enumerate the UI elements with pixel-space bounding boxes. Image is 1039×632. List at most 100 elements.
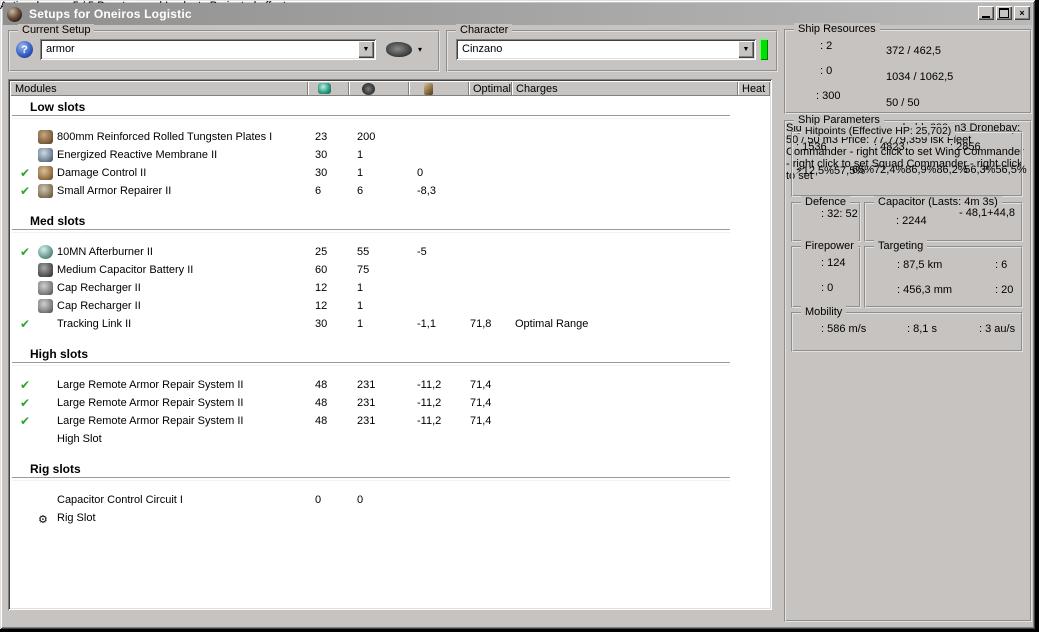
em-resist-icon: ⚡ — [795, 165, 803, 177]
targeting-range-icon — [871, 254, 891, 274]
fleet-commander-slot[interactable]: Fleet Commander - right click to set — [786, 134, 972, 158]
setup-value: armor — [46, 43, 75, 55]
powergrid-value: 1 — [357, 318, 364, 330]
structure-hp-value: : 2856 — [950, 141, 981, 153]
remote-repair-icon — [38, 396, 53, 410]
chevron-down-icon: ▼ — [742, 46, 750, 53]
warp-speed-value: : 3 au/s — [979, 323, 1016, 335]
powergrid-value: 0 — [357, 494, 364, 506]
price-info: Price: 77,779,359 isk — [841, 134, 944, 146]
kinetic-armor-resist: 86,2% — [936, 164, 968, 176]
cpu-value: 60 — [315, 264, 328, 276]
active-check-icon: ✔ — [20, 184, 31, 198]
table-row[interactable]: ⚙ Rig Slot — [10, 509, 755, 527]
defence-group: Defence : 32: 52 — [791, 196, 861, 242]
capacitor-recharge-value: +44,8 — [987, 207, 1015, 219]
charges-header[interactable]: Charges — [516, 83, 558, 95]
firepower-label: Firepower — [801, 240, 858, 252]
active-check-icon — [20, 297, 36, 315]
optimal-value: 71,4 — [470, 397, 492, 409]
powergrid-value: 1 — [357, 300, 364, 312]
table-row[interactable]: ✔ Small Armor Repairer II 6 6 -8,3 — [10, 182, 755, 200]
explosive-armor-resist: 56,5% — [995, 164, 1027, 176]
powergrid-value: 200 — [357, 131, 376, 143]
capacitor-icon — [871, 211, 891, 229]
cpu-value: 0 — [315, 494, 322, 506]
capacitor-column-icon[interactable] — [424, 83, 433, 95]
powergrid-value: 231 — [357, 415, 376, 427]
dronebay-usage-value: 50 / 50 — [886, 97, 920, 109]
powergrid-value: 1 — [357, 149, 364, 161]
maximize-button[interactable] — [996, 6, 1012, 20]
table-body: Low slots 800mm Reinforced Rolled Tungst… — [10, 96, 755, 593]
table-row[interactable]: ✔ 10MN Afterburner II 25 55 -5 — [10, 243, 755, 261]
table-row[interactable]: Cap Recharger II 12 1 — [10, 279, 755, 297]
module-name: Tracking Link II — [57, 318, 132, 330]
cap-recharger-icon — [38, 299, 53, 313]
ship-browser-icon[interactable] — [386, 42, 412, 57]
character-combobox[interactable]: Cinzano ▼ — [456, 39, 756, 60]
table-row[interactable]: ✔ Damage Control II 30 1 0 — [10, 164, 755, 182]
module-name: 800mm Reinforced Rolled Tungsten Plates … — [57, 131, 273, 143]
table-row[interactable]: Cap Recharger II 12 1 — [10, 297, 755, 315]
capacitor-label: Capacitor (Lasts: 4m 3s) — [874, 196, 1002, 208]
table-row[interactable]: ✔ Tracking Link II 30 1 -1,1 71,8 Optimal Rang… — [10, 315, 755, 333]
table-row[interactable]: 800mm Reinforced Rolled Tungsten Plates … — [10, 128, 755, 146]
title-bar[interactable]: Setups for Oneiros Logistic × — [3, 3, 1032, 25]
remote-repair-icon — [38, 378, 53, 392]
align-time-icon — [885, 319, 903, 337]
empty-high-slot-icon — [38, 432, 53, 446]
firepower-group: Firepower : 124 : 0 — [791, 240, 861, 308]
ship-resources-label: Ship Resources — [794, 23, 880, 35]
defence-bottom-value: : 52 — [839, 208, 858, 220]
help-icon[interactable]: ? — [16, 41, 33, 58]
character-label: Character — [456, 24, 513, 36]
close-button[interactable]: × — [1014, 6, 1030, 20]
powergrid-value: 1 — [357, 167, 364, 179]
table-row[interactable]: Medium Capacitor Battery II 60 75 — [10, 261, 755, 279]
optimal-value: 71,8 — [470, 318, 492, 330]
cap-use-value: -11,2 — [417, 397, 442, 409]
ship-browser-caret-icon[interactable]: ▾ — [418, 45, 423, 54]
launcher-hardpoints-value: : 0 — [820, 65, 833, 77]
powergrid-column-icon[interactable] — [362, 83, 375, 95]
character-group: Character Cinzano ▼ — [446, 24, 778, 72]
kinetic-shield-resist: 86,9% — [905, 164, 937, 176]
armor-repairer-icon — [38, 184, 53, 198]
modules-header[interactable]: Modules — [15, 83, 57, 95]
active-check-icon — [20, 261, 36, 279]
character-dropdown-button[interactable]: ▼ — [738, 41, 754, 58]
speed-value: : 586 m/s — [821, 323, 867, 335]
table-row[interactable]: Energized Reactive Membrane II 30 1 — [10, 146, 755, 164]
cpu-column-icon[interactable] — [318, 83, 331, 94]
table-row[interactable]: ✔ Large Remote Armor Repair System II 48 23… — [10, 394, 755, 412]
cap-use-value: -8,3 — [417, 185, 436, 197]
wing-commander-slot[interactable]: Wing Commander - right click to set — [786, 146, 1024, 170]
cpu-value: 30 — [315, 149, 328, 161]
table-header[interactable]: Modules Optimal Charges Heat — [10, 81, 770, 96]
module-name: Capacitor Control Circuit I — [57, 494, 183, 506]
setup-combobox[interactable]: armor ▼ — [40, 39, 376, 60]
turret-dps-value: : 124 — [821, 257, 846, 269]
module-name: 10MN Afterburner II — [57, 246, 153, 258]
defence-top-value: : 32 — [821, 208, 840, 220]
table-row[interactable]: Capacitor Control Circuit I 0 0 — [10, 491, 755, 509]
optimal-header[interactable]: Optimal — [473, 83, 511, 95]
group-header-rig-slots: Rig slots — [10, 461, 755, 481]
capacitor-group: Capacitor (Lasts: 4m 3s) : 2244 - 48,1+4… — [864, 196, 1023, 242]
module-name: Large Remote Armor Repair System II — [57, 415, 244, 427]
table-row[interactable]: ✔ Large Remote Armor Repair System II 48 23… — [10, 412, 755, 430]
cap-use-value: -11,2 — [417, 379, 442, 391]
table-row[interactable]: ✔ Large Remote Armor Repair System II 48 23… — [10, 376, 755, 394]
minimize-button[interactable] — [978, 6, 994, 20]
table-row[interactable]: High Slot — [10, 430, 755, 448]
active-check-icon — [20, 128, 36, 146]
group-header-low-slots: Low slots — [10, 99, 755, 119]
turret-hardpoints-value: : 2 — [820, 40, 833, 52]
heat-header[interactable]: Heat — [742, 83, 766, 95]
thermal-armor-resist: 72,4% — [874, 164, 906, 176]
setup-dropdown-button[interactable]: ▼ — [358, 41, 374, 58]
powergrid-value: 6 — [357, 185, 364, 197]
turret-dps-icon — [796, 254, 818, 270]
